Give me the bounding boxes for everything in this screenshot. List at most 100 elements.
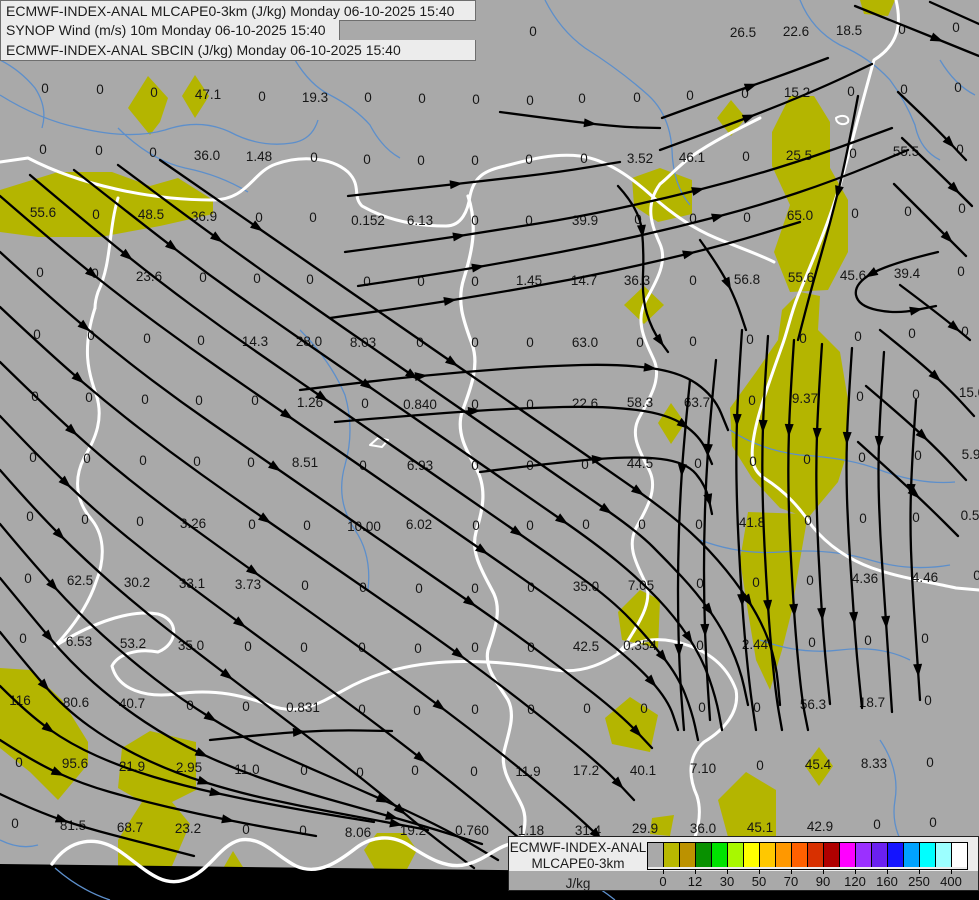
station-value: 0	[854, 329, 862, 344]
river-blue	[299, 329, 370, 591]
station-value: 0	[582, 517, 590, 532]
station-value: 0	[746, 332, 754, 347]
station-value: 4.36	[852, 571, 878, 586]
wind-streamline	[796, 94, 860, 342]
legend-swatch	[840, 843, 856, 867]
station-value: 41.8	[739, 515, 765, 530]
wind-arrowhead	[681, 630, 693, 644]
wind-arrowhead	[210, 231, 224, 243]
wind-arrowhead	[721, 276, 732, 291]
wind-arrowhead	[54, 813, 69, 823]
station-value: 23.2	[175, 821, 201, 836]
wind-arrowhead	[835, 185, 844, 199]
country-border	[458, 194, 530, 900]
wind-arrowhead	[611, 776, 624, 790]
station-value: 0	[921, 631, 929, 646]
wind-streamline	[854, 250, 940, 314]
station-value: 36.0	[194, 148, 220, 163]
station-value: 56.8	[734, 272, 760, 287]
station-value: 0	[695, 517, 703, 532]
wind-streamline	[346, 160, 622, 198]
wind-arrowhead	[375, 793, 390, 803]
station-value: 68.7	[117, 820, 143, 835]
station-value: 0	[15, 755, 23, 770]
wind-arrowhead	[732, 413, 742, 427]
station-value: 5.9	[962, 447, 979, 462]
station-value: 14.7	[571, 273, 597, 288]
wind-arrowhead	[864, 267, 879, 278]
station-value: 0	[414, 641, 422, 656]
station-value: 0	[956, 142, 964, 157]
station-value: 4.46	[912, 570, 938, 585]
station-value: 53.2	[120, 636, 146, 651]
station-value: 63.0	[572, 335, 598, 350]
legend-tick	[919, 869, 920, 874]
station-value: 58.3	[627, 395, 653, 410]
station-value: 0	[526, 397, 534, 412]
header-line-mlcape: ECMWF-INDEX-ANAL MLCAPE0-3km (J/kg) Mond…	[0, 0, 476, 21]
station-value: 0	[686, 88, 694, 103]
legend-swatch	[824, 843, 840, 867]
wind-streamline	[815, 342, 832, 706]
wind-arrowhead	[947, 320, 961, 332]
cape-patch	[658, 403, 685, 444]
station-value: 0	[310, 150, 318, 165]
wind-arrowhead	[700, 623, 710, 637]
legend-swatch	[680, 843, 696, 867]
station-value: 0	[36, 265, 44, 280]
station-value: 0	[634, 212, 642, 227]
station-value: 8.06	[345, 825, 371, 840]
wind-arrowhead	[743, 83, 758, 93]
station-value: 0	[309, 210, 317, 225]
station-value: 0	[696, 638, 704, 653]
station-value: 0	[418, 91, 426, 106]
cape-patch	[860, 0, 895, 16]
wind-arrowhead	[46, 578, 59, 592]
cape-patch	[772, 96, 848, 292]
wind-arrowhead	[599, 502, 613, 515]
wind-arrowhead	[711, 213, 725, 223]
wind-arrowhead	[906, 483, 916, 497]
wind-arrowhead	[71, 371, 85, 384]
river-blue	[0, 839, 39, 848]
station-value: 0.354	[623, 638, 657, 653]
wind-arrowhead	[451, 647, 465, 659]
wind-arrowhead	[644, 674, 657, 688]
cape-patch	[0, 668, 88, 800]
station-value: 1.18	[518, 823, 544, 838]
station-value: 0	[694, 456, 702, 471]
wind-arrowhead	[292, 727, 306, 737]
river-blue	[0, 59, 45, 129]
station-value: 0	[416, 335, 424, 350]
station-value: 0	[526, 93, 534, 108]
wind-arrowhead	[741, 114, 756, 124]
station-value: 0	[199, 270, 207, 285]
legend-tick	[951, 869, 952, 874]
station-value: 0	[471, 640, 479, 655]
station-value: 8.33	[861, 756, 887, 771]
wind-arrowhead	[636, 224, 646, 238]
station-value: 0	[958, 201, 966, 216]
wind-arrowhead	[246, 564, 260, 576]
station-value: 0	[361, 396, 369, 411]
legend-tick	[695, 869, 696, 874]
station-value: 0	[358, 702, 366, 717]
legend-title-model: ECMWF-INDEX-ANAL	[509, 840, 647, 855]
legend-tick-label: 400	[940, 874, 962, 889]
station-value: 0	[197, 333, 205, 348]
legend-swatch	[696, 843, 712, 867]
wind-arrowhead	[194, 747, 209, 757]
station-value: 11.9	[515, 764, 540, 779]
station-value: 0	[471, 274, 479, 289]
country-border	[750, 0, 979, 592]
station-value: 0	[873, 817, 881, 832]
station-value: 22.6	[783, 24, 809, 39]
wind-arrowhead	[443, 297, 457, 306]
station-value: 11.0	[234, 762, 259, 777]
station-value: 0	[29, 450, 37, 465]
station-value: 21.9	[119, 759, 145, 774]
country-border	[93, 196, 120, 310]
station-value: 22.6	[572, 396, 598, 411]
wind-streamline	[877, 350, 894, 714]
